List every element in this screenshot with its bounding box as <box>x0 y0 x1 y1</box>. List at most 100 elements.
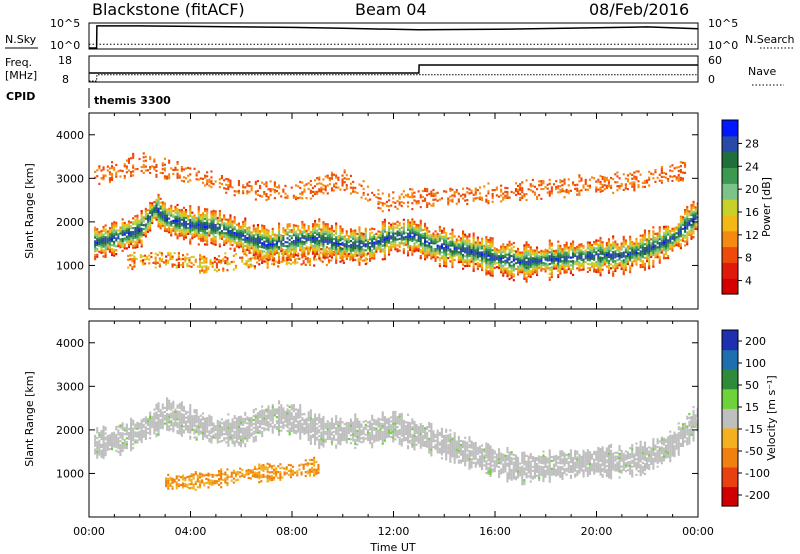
power-cell <box>335 176 338 179</box>
power-cell <box>225 234 228 237</box>
power-cell <box>358 232 361 235</box>
power-cell <box>631 246 634 249</box>
power-cell <box>383 257 386 261</box>
power-cell <box>184 260 187 263</box>
power-cell <box>324 250 327 253</box>
power-cell <box>521 263 524 266</box>
power-cell <box>669 241 672 244</box>
power-cell <box>216 226 219 229</box>
power-cell <box>151 221 154 225</box>
power-cell <box>223 214 226 217</box>
power-cell <box>567 266 570 269</box>
power-cell <box>616 253 619 256</box>
power-cell <box>411 232 414 235</box>
power-cell <box>629 241 632 244</box>
power-cell <box>151 165 154 168</box>
power-cell <box>445 190 448 193</box>
power-cell <box>214 227 217 231</box>
power-cell <box>117 233 120 236</box>
power-cell <box>218 213 221 216</box>
power-cell <box>314 223 317 227</box>
power-cell <box>362 180 365 183</box>
power-cell <box>210 222 213 225</box>
power-cell <box>540 261 543 264</box>
power-cell <box>364 243 367 246</box>
power-cell <box>417 247 420 250</box>
power-cell <box>498 259 501 262</box>
power-cell <box>502 254 505 258</box>
power-cell <box>631 262 634 265</box>
power-cell <box>174 231 177 234</box>
power-cell <box>432 256 435 259</box>
power-cell <box>132 234 135 237</box>
power-cell <box>449 189 452 192</box>
power-cell <box>656 248 659 251</box>
power-cell <box>140 221 143 224</box>
power-cell <box>199 177 202 180</box>
power-cell <box>308 258 312 261</box>
power-cell <box>500 253 503 256</box>
power-cell <box>303 227 306 230</box>
power-cell <box>229 241 232 244</box>
power-cell <box>643 262 647 265</box>
power-cell <box>316 223 319 226</box>
power-cell <box>426 244 429 247</box>
power-cell <box>265 195 268 198</box>
power-cell <box>251 256 254 259</box>
power-cell <box>426 246 429 249</box>
power-cell <box>149 209 152 212</box>
power-cell <box>646 244 649 247</box>
power-cell <box>588 257 592 260</box>
power-cell <box>487 192 490 195</box>
power-cell <box>187 228 190 231</box>
power-cell <box>286 233 289 236</box>
power-cell <box>339 235 342 238</box>
power-cell <box>394 236 397 239</box>
power-cell <box>125 227 128 230</box>
power-cell <box>491 274 494 277</box>
power-cell <box>544 252 547 255</box>
power-cell <box>472 236 475 239</box>
power-cell <box>282 231 285 234</box>
power-cell <box>154 256 157 259</box>
power-cell <box>232 268 235 271</box>
power-cell <box>159 215 162 218</box>
power-cell <box>453 245 456 248</box>
power-cell <box>413 238 416 241</box>
power-cell <box>111 172 114 176</box>
power-cell <box>146 228 150 231</box>
power-cell <box>455 242 458 245</box>
power-cell <box>144 227 147 230</box>
power-cell <box>157 225 160 228</box>
power-cell <box>263 183 266 186</box>
power-cell <box>361 259 364 262</box>
power-cell <box>136 218 139 221</box>
power-cell <box>383 220 386 223</box>
power-cell <box>421 248 424 251</box>
power-cell <box>138 219 141 222</box>
power-cell <box>616 249 619 252</box>
power-cell <box>474 187 477 190</box>
power-cell <box>229 218 232 221</box>
power-cell <box>622 243 625 246</box>
power-cell <box>574 252 577 256</box>
power-cell <box>349 251 353 254</box>
power-cell <box>517 273 520 276</box>
power-cell <box>187 180 190 183</box>
power-cell <box>485 243 488 247</box>
power-cell <box>426 236 429 239</box>
power-cell <box>168 177 171 180</box>
power-cell <box>212 235 215 238</box>
power-cell <box>261 242 264 245</box>
power-cell <box>457 253 460 256</box>
power-cell <box>681 233 685 236</box>
power-cell <box>491 255 494 258</box>
power-cell <box>191 217 194 220</box>
power-cell <box>559 181 562 184</box>
power-cell <box>462 232 465 235</box>
power-cell <box>125 167 128 170</box>
power-cell <box>278 228 281 231</box>
power-cell <box>377 230 380 233</box>
power-cell <box>411 237 414 241</box>
power-cell <box>326 176 329 179</box>
